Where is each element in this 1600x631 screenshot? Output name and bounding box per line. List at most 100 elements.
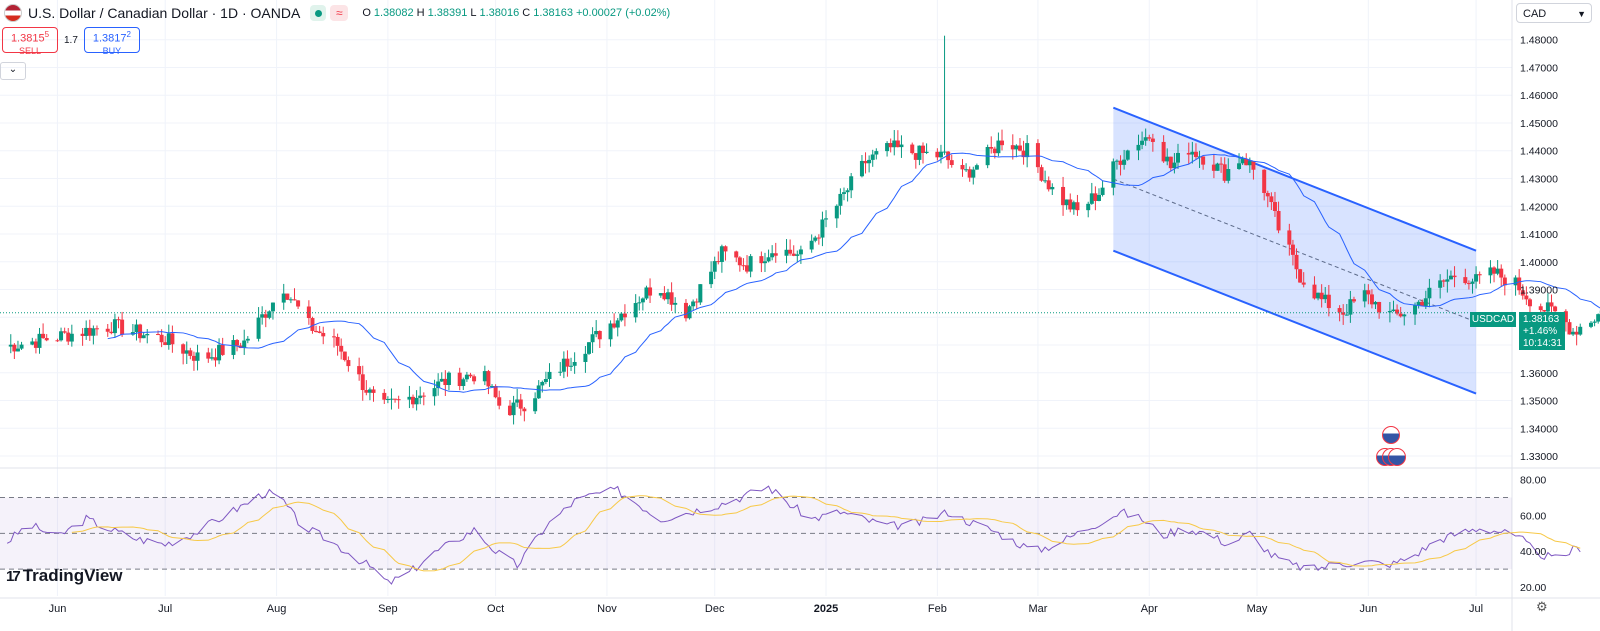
candle-body <box>396 399 401 401</box>
candle-body <box>1438 280 1443 288</box>
price-tick-label: 1.44000 <box>1520 146 1558 158</box>
candle-body <box>37 333 42 348</box>
candle-body <box>1527 299 1532 307</box>
candle-body <box>1140 140 1145 145</box>
candle-body <box>339 345 344 352</box>
candle-body <box>407 396 412 400</box>
candle-body <box>317 331 322 333</box>
market-status-icon[interactable] <box>310 5 327 21</box>
symbol-price-tag: USDCAD <box>1470 312 1516 327</box>
buy-button[interactable]: 1.38172 BUY <box>83 27 140 56</box>
candle-body <box>1323 294 1328 300</box>
candle-body <box>662 293 667 300</box>
candle-body <box>1021 150 1026 158</box>
candle-body <box>1445 279 1450 282</box>
candle-body <box>486 371 491 387</box>
candle-body <box>314 330 319 332</box>
sell-button[interactable]: 1.38155 SELL <box>2 27 58 56</box>
currency-selector[interactable]: CAD ▼ <box>1516 3 1592 23</box>
candle-body <box>1502 277 1507 286</box>
time-axis: Jun Jul Aug Sep Oct Nov Dec 2025 Feb Mar Apr May Jun… <box>49 603 1484 615</box>
candle-body <box>1348 299 1353 315</box>
candle-body <box>270 302 275 312</box>
candle-body <box>590 334 595 343</box>
candle-body <box>231 340 236 355</box>
candle-body <box>924 151 929 153</box>
candle-body <box>658 293 663 296</box>
price-tick-label: 1.40000 <box>1520 257 1558 269</box>
candle-body <box>1366 290 1371 295</box>
candle-body <box>55 340 60 342</box>
price-tick-label: 1.36000 <box>1520 368 1558 380</box>
candle-body <box>1064 199 1069 206</box>
collapse-button[interactable]: ⌄ <box>0 62 26 80</box>
price-tick-label: 1.43000 <box>1520 173 1558 185</box>
time-tick-label: Nov <box>597 603 617 615</box>
candle-body <box>1344 314 1349 316</box>
candle-body <box>1298 269 1303 283</box>
candle-body <box>1240 158 1245 164</box>
price-tick-label: 1.41000 <box>1520 229 1558 241</box>
candle-body <box>960 164 965 170</box>
time-tick-label: Feb <box>928 603 947 615</box>
candle-body <box>640 298 645 303</box>
candle-body <box>741 265 746 267</box>
candle-body <box>1470 281 1475 284</box>
candle-body <box>371 389 376 393</box>
candle-body <box>1545 302 1550 312</box>
channel-lower-line <box>1112 249 1477 395</box>
candle-body <box>217 344 222 361</box>
candle-body <box>260 314 265 318</box>
indicator-wave-icon[interactable]: ≈ <box>330 5 349 21</box>
candle-body <box>1351 299 1356 302</box>
settings-gear-icon[interactable]: ⚙ <box>1536 599 1548 614</box>
tradingview-logo[interactable]: 17 TradingView <box>6 566 123 586</box>
time-tick-label: Jun <box>1359 603 1377 615</box>
candle-body <box>436 381 441 389</box>
candle-body <box>166 333 171 345</box>
candle-body <box>1071 202 1076 210</box>
candle-body <box>1592 321 1597 323</box>
bar-countdown: 10:14:31 <box>1523 338 1562 349</box>
candle-body <box>608 323 613 340</box>
candle-body <box>1513 277 1518 286</box>
candle-body <box>1488 267 1493 276</box>
candle-body <box>357 366 362 375</box>
candle-body <box>1096 194 1101 201</box>
candle-body <box>1369 294 1374 305</box>
candle-body <box>1596 314 1600 322</box>
candle-body <box>1549 302 1554 307</box>
candle-body <box>181 344 186 354</box>
candle-body <box>867 159 872 164</box>
candle-body <box>15 348 20 352</box>
price-tick-label: 1.42000 <box>1520 201 1558 213</box>
candle-body <box>1100 187 1105 195</box>
candle-body <box>859 160 864 177</box>
candle-body <box>332 336 337 338</box>
candle-body <box>1193 151 1198 158</box>
candle-body <box>1172 162 1177 169</box>
candle-body <box>673 302 678 305</box>
channel-mid-line <box>1113 178 1477 323</box>
candle-body <box>493 386 498 398</box>
candle-body <box>446 372 451 386</box>
candle-body <box>1143 137 1148 141</box>
buy-price-sup: 2 <box>126 30 131 39</box>
candles <box>8 35 1600 425</box>
candle-body <box>1226 169 1231 181</box>
candle-body <box>321 332 326 337</box>
candle-body <box>816 237 821 239</box>
candle-body <box>1398 313 1403 317</box>
candle-body <box>622 313 627 318</box>
candle-body <box>342 351 347 361</box>
candle-body <box>666 292 671 300</box>
candle-body <box>1448 275 1453 280</box>
symbol-title[interactable]: U.S. Dollar / Canadian Dollar · 1D · OAN… <box>28 5 301 21</box>
candle-body <box>209 357 214 359</box>
candle-body <box>245 338 250 341</box>
candle-body <box>33 341 38 348</box>
rsi-line <box>6 485 1581 585</box>
candle-body <box>1161 141 1166 162</box>
candle-body <box>536 385 541 399</box>
